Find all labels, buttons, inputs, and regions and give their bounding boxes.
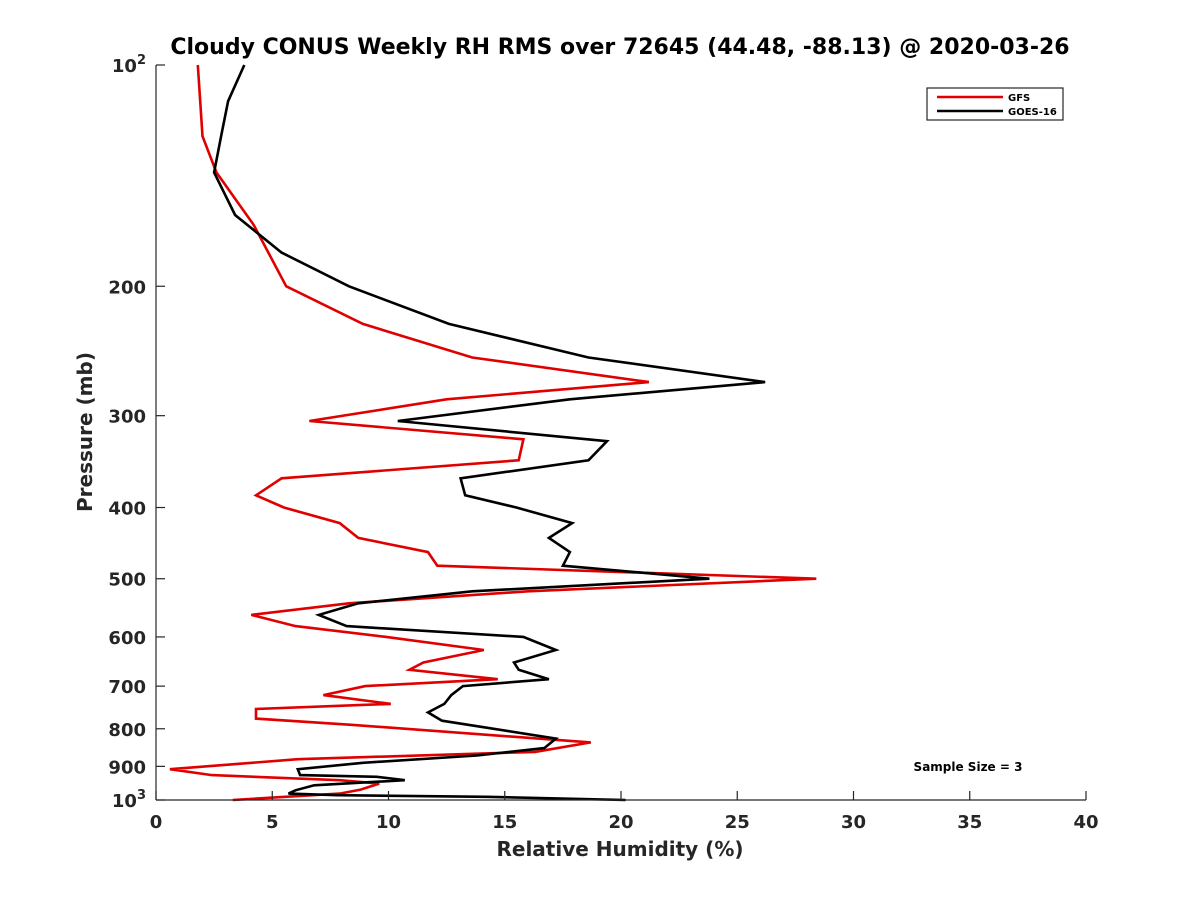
x-tick-label: 25 [725,812,750,833]
x-tick-label: 0 [150,812,163,833]
series-line-gfs [169,64,817,802]
axes: 0 5 10 15 20 25 30 35 40 102 200 300 400 500 600 700 800… [108,53,1098,833]
x-tick-label: 20 [608,812,633,833]
legend-label-gfs: GFS [1008,93,1030,104]
y-tick-label: 900 [108,757,146,778]
legend-box [926,87,1064,121]
y-tick-label: 700 [108,677,146,698]
x-tick-label: 30 [841,812,866,833]
x-axis-label: Relative Humidity (%) [496,837,743,861]
y-tick-label: 500 [108,570,146,591]
x-tick-label: 40 [1073,812,1098,833]
sample-size-annotation: Sample Size = 3 [914,760,1023,774]
chart-title: Cloudy CONUS Weekly RH RMS over 72645 (4… [170,35,1069,60]
y-tick-label: 600 [108,628,146,649]
y-tick-label: 102 [112,53,146,77]
x-tick-label: 5 [266,812,279,833]
y-tick-label: 400 [108,499,146,520]
y-tick-label: 800 [108,720,146,741]
x-tick-label: 10 [376,812,401,833]
y-axis-label: Pressure (mb) [73,352,97,512]
plot-area [169,64,817,802]
y-tick-label: 103 [112,788,146,812]
legend: GFS GOES-16 [926,87,1064,121]
y-tick-label: 300 [108,407,146,428]
series-line-goes-16 [212,64,766,802]
legend-label-goes-16: GOES-16 [1008,107,1057,118]
x-tick-label: 15 [492,812,517,833]
x-tick-label: 35 [957,812,982,833]
y-tick-label: 200 [108,277,146,298]
